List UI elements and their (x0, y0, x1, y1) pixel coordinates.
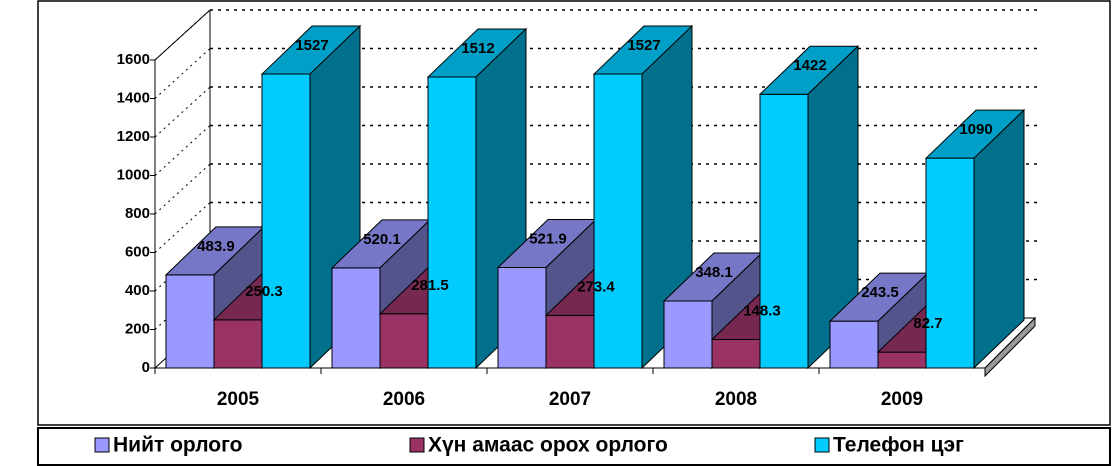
x-tick-label: 2007 (549, 389, 591, 410)
bar-front (925, 157, 975, 369)
value-label: 1527 (295, 37, 328, 54)
bar-front (593, 73, 643, 369)
bar (662, 251, 764, 370)
y-tick-label: 400 (125, 282, 150, 299)
value-label: 483.9 (197, 238, 235, 255)
value-label: 273.4 (577, 278, 615, 295)
legend-swatch (409, 437, 425, 453)
bar-front (379, 313, 429, 369)
y-tick-label: 1600 (117, 51, 150, 68)
bar-front (497, 267, 547, 369)
y-tick-label: 1400 (117, 89, 150, 106)
grid-line (154, 163, 211, 215)
x-tick-label: 2008 (715, 389, 757, 410)
x-tick-label: 2009 (881, 389, 923, 410)
legend-border (37, 427, 1111, 466)
plot-border (37, 0, 1111, 426)
value-label: 1422 (793, 57, 826, 74)
bar-front (261, 73, 311, 369)
bar-front (331, 267, 381, 369)
grid-line (154, 202, 211, 253)
value-label: 1512 (461, 40, 494, 57)
x-tick-label: 2005 (217, 389, 260, 410)
legend-swatch (94, 437, 110, 453)
bar-front (877, 351, 927, 369)
value-label: 148.3 (743, 302, 781, 319)
grid-line (154, 125, 211, 176)
y-tick-label: 1200 (117, 128, 150, 145)
value-label: 1090 (959, 121, 992, 138)
bar (758, 45, 860, 370)
y-tick-label: 600 (125, 243, 150, 260)
bar-front (545, 314, 595, 369)
value-label: 250.3 (245, 283, 283, 300)
legend-swatch (814, 437, 830, 453)
bar-front (165, 274, 215, 369)
y-tick-label: 1000 (117, 166, 150, 183)
floor-edge (984, 316, 1036, 378)
value-label: 521.9 (529, 231, 567, 248)
bar (592, 24, 694, 370)
value-label: 243.5 (861, 284, 899, 301)
value-label: 1527 (627, 37, 660, 54)
grid-line (154, 48, 211, 99)
bar-side (973, 109, 1025, 370)
y-tick-label: 200 (125, 320, 150, 337)
bar-front (213, 319, 263, 369)
value-label: 82.7 (913, 315, 942, 332)
x-tick-label: 2006 (383, 389, 425, 410)
y-tick-label: 800 (125, 205, 150, 222)
y-tick-label: 0 (142, 359, 150, 376)
bar-front (829, 320, 879, 369)
value-label: 348.1 (695, 264, 733, 281)
grid-line (154, 9, 211, 61)
legend-label: Хүн амаас орох орлого (428, 434, 668, 457)
legend-label: Телефон цэг (833, 434, 964, 457)
bar-front (427, 76, 477, 369)
value-label: 281.5 (411, 277, 449, 294)
value-label: 520.1 (363, 231, 401, 248)
grid-line (154, 86, 211, 138)
bar-front (663, 300, 713, 369)
bar-front (759, 93, 809, 369)
bar-front (711, 338, 761, 369)
legend-label: Нийт орлого (113, 434, 242, 457)
bar (924, 109, 1026, 370)
